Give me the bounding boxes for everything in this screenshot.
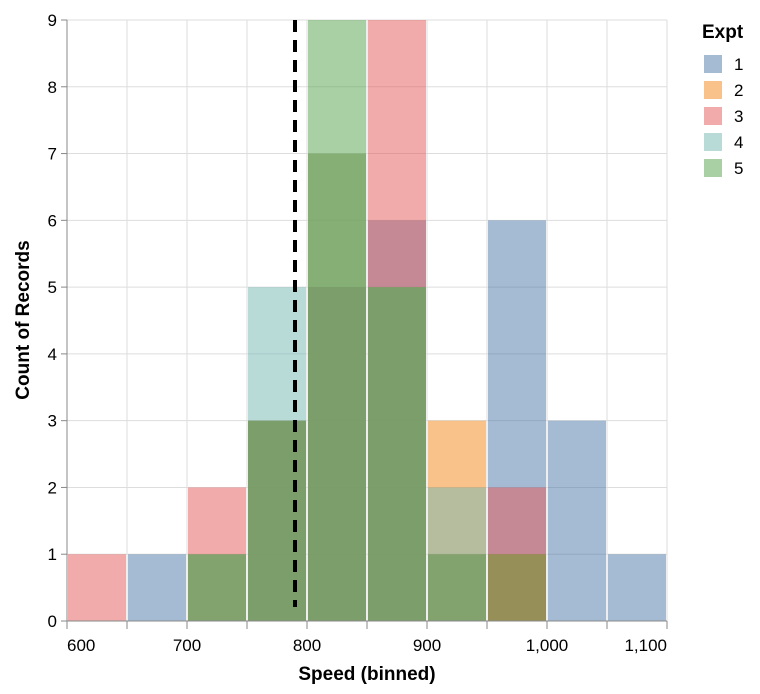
bar-expt-5 (248, 420, 306, 621)
bar-expt-5 (428, 554, 486, 621)
bar-expt-5 (488, 554, 546, 621)
y-tick-label: 6 (48, 211, 57, 230)
legend-swatch-5 (704, 159, 722, 177)
x-tick-label: 1,100 (624, 636, 667, 655)
legend-swatch-4 (704, 133, 722, 151)
bar-expt-5 (308, 20, 366, 621)
x-tick-label: 800 (293, 636, 321, 655)
bar-expt-1 (128, 554, 186, 621)
y-tick-label: 5 (48, 278, 57, 297)
legend-label-2: 2 (734, 81, 743, 100)
x-tick-label: 600 (67, 636, 95, 655)
y-tick-label: 4 (48, 345, 57, 364)
y-tick-label: 2 (48, 478, 57, 497)
y-tick-label: 0 (48, 612, 57, 631)
legend-label-5: 5 (734, 159, 743, 178)
bar-expt-3 (68, 554, 126, 621)
bar-expt-1 (548, 420, 606, 621)
y-tick-label: 9 (48, 11, 57, 30)
legend-label-3: 3 (734, 107, 743, 126)
x-tick-label: 900 (413, 636, 441, 655)
legend-swatch-1 (704, 55, 722, 73)
bars-layer (68, 20, 666, 622)
y-tick-label: 3 (48, 412, 57, 431)
axes-layer: 0 1 2 3 4 5 6 7 8 9 600 700 800 900 1,000 1,100 (48, 11, 668, 655)
x-tick-label: 700 (173, 636, 201, 655)
bar-expt-5 (188, 554, 246, 621)
legend-label-4: 4 (734, 133, 743, 152)
legend-swatch-3 (704, 107, 722, 125)
bar-expt-1 (608, 554, 666, 621)
legend: Expt 1 2 3 4 5 (702, 22, 744, 178)
legend-swatch-2 (704, 81, 722, 99)
x-axis-title: Speed (binned) (298, 664, 435, 685)
y-axis-title: Count of Records (13, 240, 34, 399)
bar-expt-5 (368, 287, 426, 621)
y-tick-label: 8 (48, 78, 57, 97)
x-tick-label: 1,000 (526, 636, 569, 655)
y-tick-label: 7 (48, 145, 57, 164)
legend-title: Expt (702, 22, 744, 43)
legend-label-1: 1 (734, 55, 743, 74)
y-tick-label: 1 (48, 545, 57, 564)
